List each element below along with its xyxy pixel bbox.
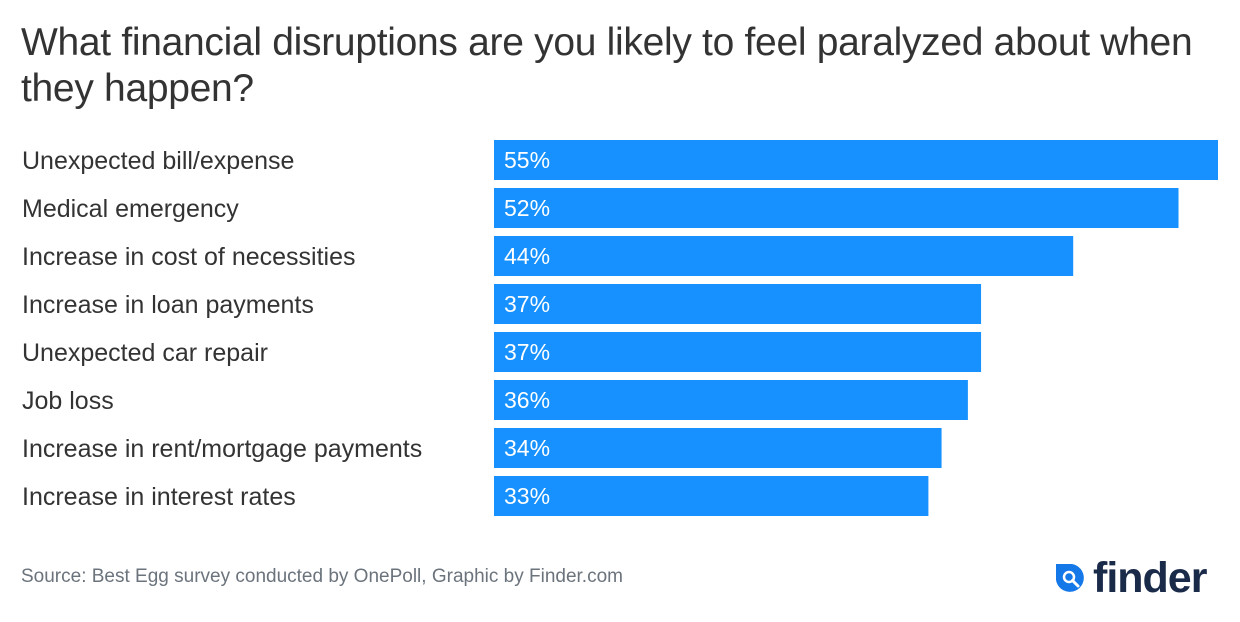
bar [494, 332, 982, 372]
bar [494, 284, 982, 324]
bar-row: Unexpected bill/expense 55% [22, 140, 1218, 180]
category-label: Job loss [22, 387, 114, 415]
category-label: Increase in cost of necessities [22, 243, 356, 271]
magnifier-drop-icon [1056, 564, 1084, 592]
bar [494, 380, 968, 420]
value-label: 55% [504, 147, 550, 173]
bar [494, 476, 929, 516]
value-label: 37% [504, 339, 550, 365]
value-label: 44% [504, 243, 550, 269]
value-label: 36% [504, 387, 550, 413]
value-label: 33% [504, 483, 550, 509]
bar-row: Unexpected car repair 37% [22, 332, 982, 372]
logo-wordmark: finder [1093, 554, 1207, 602]
value-label: 52% [504, 195, 550, 221]
bar-row: Medical emergency 52% [22, 188, 1179, 228]
value-label: 34% [504, 435, 550, 461]
bar-row: Increase in interest rates 33% [22, 476, 929, 516]
bar-row: Job loss 36% [22, 380, 968, 420]
category-label: Unexpected bill/expense [22, 147, 294, 175]
bar-row: Increase in cost of necessities 44% [22, 236, 1074, 276]
category-label: Increase in loan payments [22, 291, 314, 319]
bar [494, 188, 1179, 228]
bar [494, 236, 1074, 276]
bar-chart: Unexpected bill/expense 55% Medical emerge… [22, 140, 1218, 516]
bar [494, 140, 1218, 180]
finder-logo: finder [1052, 554, 1207, 602]
category-label: Increase in interest rates [22, 483, 296, 511]
bar [494, 428, 942, 468]
value-label: 37% [504, 291, 550, 317]
chart-title: What financial disruptions are you likel… [21, 21, 1193, 110]
category-label: Unexpected car repair [22, 339, 268, 367]
source-note: Source: Best Egg survey conducted by One… [21, 566, 623, 587]
bar-row: Increase in loan payments 37% [22, 284, 982, 324]
bar-row: Increase in rent/mortgage payments 34% [22, 428, 942, 468]
category-label: Medical emergency [22, 195, 239, 223]
category-label: Increase in rent/mortgage payments [22, 435, 422, 463]
